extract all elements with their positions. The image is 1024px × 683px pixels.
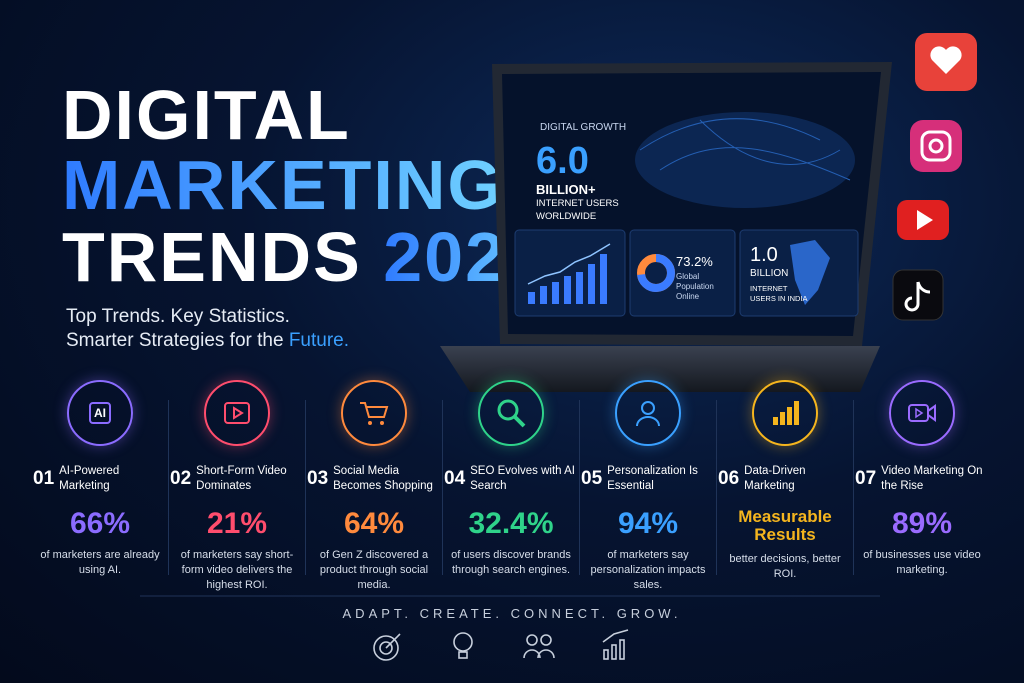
- card-stat: Measurable Results: [738, 507, 832, 544]
- card-icon: [889, 380, 955, 446]
- screen-unit: BILLION+: [536, 182, 596, 197]
- card-head: 07 Video Marketing On the Rise: [855, 462, 989, 496]
- card-head: 01 AI-Powered Marketing: [33, 462, 167, 496]
- card-stat: 89%: [891, 507, 953, 540]
- card-stat: 94%: [617, 507, 679, 540]
- icon-text: AI: [94, 406, 106, 420]
- card-number: 01: [33, 468, 55, 489]
- card-number: 02: [170, 468, 192, 489]
- subtitle-text: Smarter Strategies for the: [66, 330, 284, 351]
- instagram-icon: [910, 120, 962, 172]
- subtitle-highlight: Future.: [288, 330, 350, 351]
- card-separator: [168, 400, 169, 575]
- title-line: MARKETING: [62, 146, 504, 224]
- instagram-glyph: [920, 130, 952, 162]
- mini-trend: [527, 243, 611, 285]
- icon-glyph: [636, 401, 660, 427]
- heart-glyph: [930, 46, 962, 74]
- card-description: of businesses use video marketing.: [863, 548, 981, 576]
- icon-glyph: [497, 399, 526, 428]
- footer-tagline: ADAPT. CREATE. CONNECT. GROW.: [342, 606, 682, 621]
- trend-card: 07 Video Marketing On the Rise 89% of busin…: [855, 380, 989, 578]
- card-icon: [752, 380, 818, 446]
- card-icon: [478, 380, 544, 446]
- icon-glyph: [773, 401, 799, 425]
- instagram-glyph: [928, 138, 944, 154]
- card-stat: 64%: [343, 507, 405, 540]
- card-number: 05: [581, 468, 603, 489]
- card-title: Social Media Becomes Shopping: [333, 465, 433, 492]
- card-head: 02 Short-Form Video Dominates: [170, 462, 304, 496]
- card-head: 03 Social Media Becomes Shopping: [307, 462, 441, 496]
- footer-icons: [373, 629, 629, 661]
- card-description: of marketers are already using AI.: [40, 548, 160, 576]
- icon-glyph: [908, 404, 936, 422]
- card-stat: 32.4%: [468, 507, 554, 540]
- trend-card: 05 Personalization Is Essential 94% of mark…: [581, 380, 715, 594]
- card-number: 03: [307, 468, 329, 489]
- card-description: of marketers say personalization impacts…: [590, 548, 706, 592]
- card-separator: [305, 400, 306, 575]
- card-description: of users discover brands through search …: [451, 548, 571, 576]
- card-icon: [615, 380, 681, 446]
- card-stat: 66%: [69, 507, 131, 540]
- screen-heading: DIGITAL GROWTH: [540, 122, 627, 133]
- panel: [629, 229, 736, 317]
- card-icon: AI: [67, 380, 133, 446]
- youtube-glyph: [917, 210, 933, 230]
- trend-card: AI 01 AI-Powered Marketing 66% of marketers …: [33, 380, 167, 578]
- card-title: Short-Form Video Dominates: [196, 465, 287, 492]
- subtitle: Top Trends. Key Statistics.: [66, 306, 290, 327]
- card-separator: [442, 400, 443, 575]
- card-number: 07: [855, 468, 877, 489]
- trend-card: 03 Social Media Becomes Shopping 64% of Gen…: [307, 380, 441, 594]
- card-title: AI-Powered Marketing: [59, 465, 120, 492]
- card-head: 05 Personalization Is Essential: [581, 462, 715, 496]
- card-separator: [853, 400, 854, 575]
- card-separator: [579, 400, 580, 575]
- icon-glyph: [89, 402, 111, 424]
- card-head: 04 SEO Evolves with AI Search: [444, 462, 578, 496]
- card-description: better decisions, better ROI.: [729, 552, 841, 581]
- title-word: TRENDS: [62, 218, 362, 296]
- subtitle: Smarter Strategies for the Future.: [66, 330, 349, 352]
- donut-caption: Global Population Online: [676, 272, 714, 301]
- donut-label: 73.2%: [676, 254, 713, 269]
- card-title: SEO Evolves with AI Search: [470, 465, 575, 492]
- india-label: INTERNET USERS IN INDIA: [750, 284, 808, 303]
- title-line: DIGITAL: [62, 76, 351, 154]
- icon-glyph: [360, 402, 389, 425]
- india-map: [790, 240, 830, 305]
- card-separator: [716, 400, 717, 575]
- mini-chart: [528, 254, 607, 304]
- card-title: Video Marketing On the Rise: [881, 465, 983, 492]
- trend-card: 04 SEO Evolves with AI Search 32.4% of user…: [444, 380, 578, 578]
- world-map: [635, 112, 855, 208]
- trend-card: 02 Short-Form Video Dominates 21% of market…: [170, 380, 304, 594]
- card-number: 06: [718, 468, 740, 489]
- card-description: of marketers say short-form video delive…: [180, 548, 294, 592]
- map-arcs: [639, 118, 851, 181]
- donut-arc: [637, 254, 675, 292]
- card-stat: 21%: [206, 507, 268, 540]
- tiktok-glyph: [904, 281, 931, 312]
- india-unit: BILLION: [750, 268, 789, 279]
- card-icon: [204, 380, 270, 446]
- screen-label: INTERNET USERS WORLDWIDE: [536, 198, 619, 222]
- screen-value: 6.0: [536, 140, 589, 182]
- laptop-base: [440, 346, 880, 392]
- card-icon: [341, 380, 407, 446]
- card-title: Data-Driven Marketing: [744, 465, 806, 492]
- card-head: 06 Data-Driven Marketing: [718, 462, 852, 496]
- india-value: 1.0: [750, 244, 778, 266]
- card-description: of Gen Z discovered a product through so…: [319, 548, 429, 592]
- card-number: 04: [444, 468, 466, 489]
- card-title: Personalization Is Essential: [607, 465, 698, 492]
- trend-card: 06 Data-Driven Marketing Measurable Result…: [718, 380, 852, 582]
- icon-glyph: [224, 402, 250, 424]
